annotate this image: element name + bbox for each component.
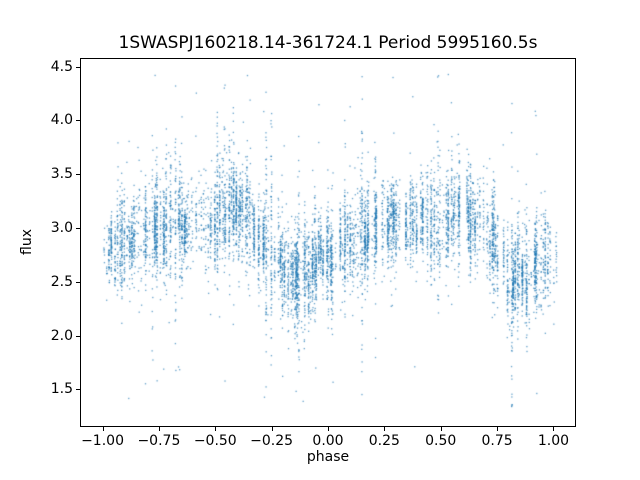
x-tick-label: −0.25	[250, 433, 294, 449]
x-tick-label: 0.00	[312, 433, 344, 449]
y-tick-label: 3.5	[50, 166, 73, 183]
y-tick-label: 2.5	[50, 273, 73, 290]
y-tick-mark	[76, 227, 80, 229]
x-tick-mark	[158, 427, 160, 431]
y-tick-mark	[76, 389, 80, 391]
y-tick-label: 1.5	[50, 381, 73, 398]
y-tick-label: 4.5	[50, 58, 73, 75]
x-tick-label: 0.75	[481, 433, 513, 449]
x-tick-mark	[328, 427, 329, 431]
x-tick-mark	[102, 427, 104, 431]
x-axis-label: phase	[306, 449, 350, 465]
x-tick-label: −0.50	[193, 433, 237, 449]
plot-area	[80, 58, 576, 427]
x-tick-label: 0.25	[368, 433, 400, 449]
x-tick-mark	[215, 427, 217, 431]
chart-title: 1SWASPJ160218.14-361724.1 Period 5995160…	[118, 33, 538, 53]
x-tick-label: 0.50	[425, 433, 457, 449]
y-tick-mark	[76, 335, 80, 337]
x-tick-label: −0.75	[137, 433, 181, 449]
x-tick-mark	[384, 427, 386, 431]
y-tick-mark	[76, 66, 80, 68]
y-tick-label: 2.0	[50, 327, 73, 344]
y-tick-label: 3.0	[50, 219, 73, 236]
x-tick-label: −1.00	[81, 433, 124, 449]
y-tick-label: 4.0	[50, 112, 73, 129]
x-tick-mark	[271, 427, 273, 431]
x-tick-mark	[497, 427, 499, 431]
y-tick-mark	[76, 174, 80, 176]
x-tick-mark	[553, 427, 555, 431]
x-tick-mark	[440, 427, 442, 431]
scatter-points-canvas	[81, 59, 575, 426]
x-tick-label: 1.00	[537, 433, 570, 449]
y-tick-mark	[76, 281, 80, 283]
y-tick-mark	[76, 120, 80, 122]
